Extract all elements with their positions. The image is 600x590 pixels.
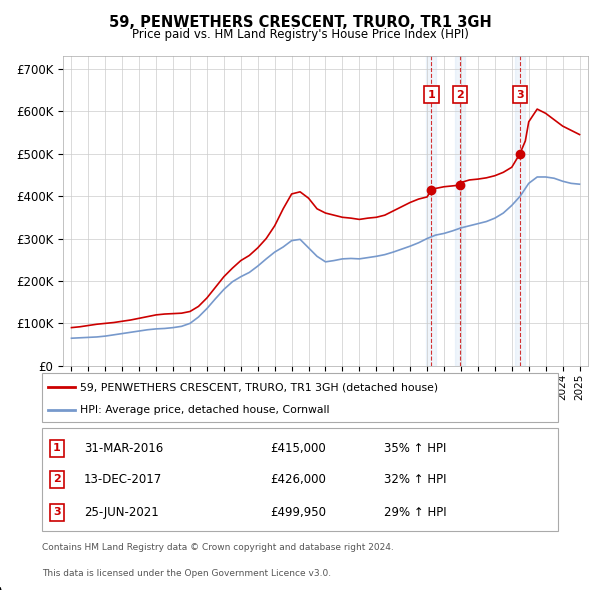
Text: 59, PENWETHERS CRESCENT, TRURO, TR1 3GH: 59, PENWETHERS CRESCENT, TRURO, TR1 3GH — [109, 15, 491, 30]
Text: This data is licensed under the Open Government Licence v3.0.: This data is licensed under the Open Gov… — [42, 569, 331, 578]
Text: 2: 2 — [53, 474, 61, 484]
Text: Contains HM Land Registry data © Crown copyright and database right 2024.: Contains HM Land Registry data © Crown c… — [42, 543, 394, 552]
Text: 3: 3 — [516, 90, 524, 100]
Text: £426,000: £426,000 — [270, 473, 326, 486]
Text: £499,950: £499,950 — [270, 506, 326, 519]
Text: 1: 1 — [53, 444, 61, 453]
Text: 2: 2 — [456, 90, 464, 100]
Bar — [515, 56, 525, 366]
Text: 32% ↑ HPI: 32% ↑ HPI — [384, 473, 446, 486]
Text: 31-MAR-2016: 31-MAR-2016 — [84, 442, 163, 455]
Bar — [455, 56, 465, 366]
Text: 25-JUN-2021: 25-JUN-2021 — [84, 506, 159, 519]
Text: £415,000: £415,000 — [270, 442, 326, 455]
Text: Price paid vs. HM Land Registry's House Price Index (HPI): Price paid vs. HM Land Registry's House … — [131, 28, 469, 41]
Text: 59, PENWETHERS CRESCENT, TRURO, TR1 3GH (detached house): 59, PENWETHERS CRESCENT, TRURO, TR1 3GH … — [80, 382, 438, 392]
Text: HPI: Average price, detached house, Cornwall: HPI: Average price, detached house, Corn… — [80, 405, 329, 415]
Text: 1: 1 — [427, 90, 435, 100]
Text: 13-DEC-2017: 13-DEC-2017 — [84, 473, 162, 486]
Text: 35% ↑ HPI: 35% ↑ HPI — [384, 442, 446, 455]
Bar — [426, 56, 436, 366]
Text: 29% ↑ HPI: 29% ↑ HPI — [384, 506, 446, 519]
Text: 3: 3 — [53, 507, 61, 517]
